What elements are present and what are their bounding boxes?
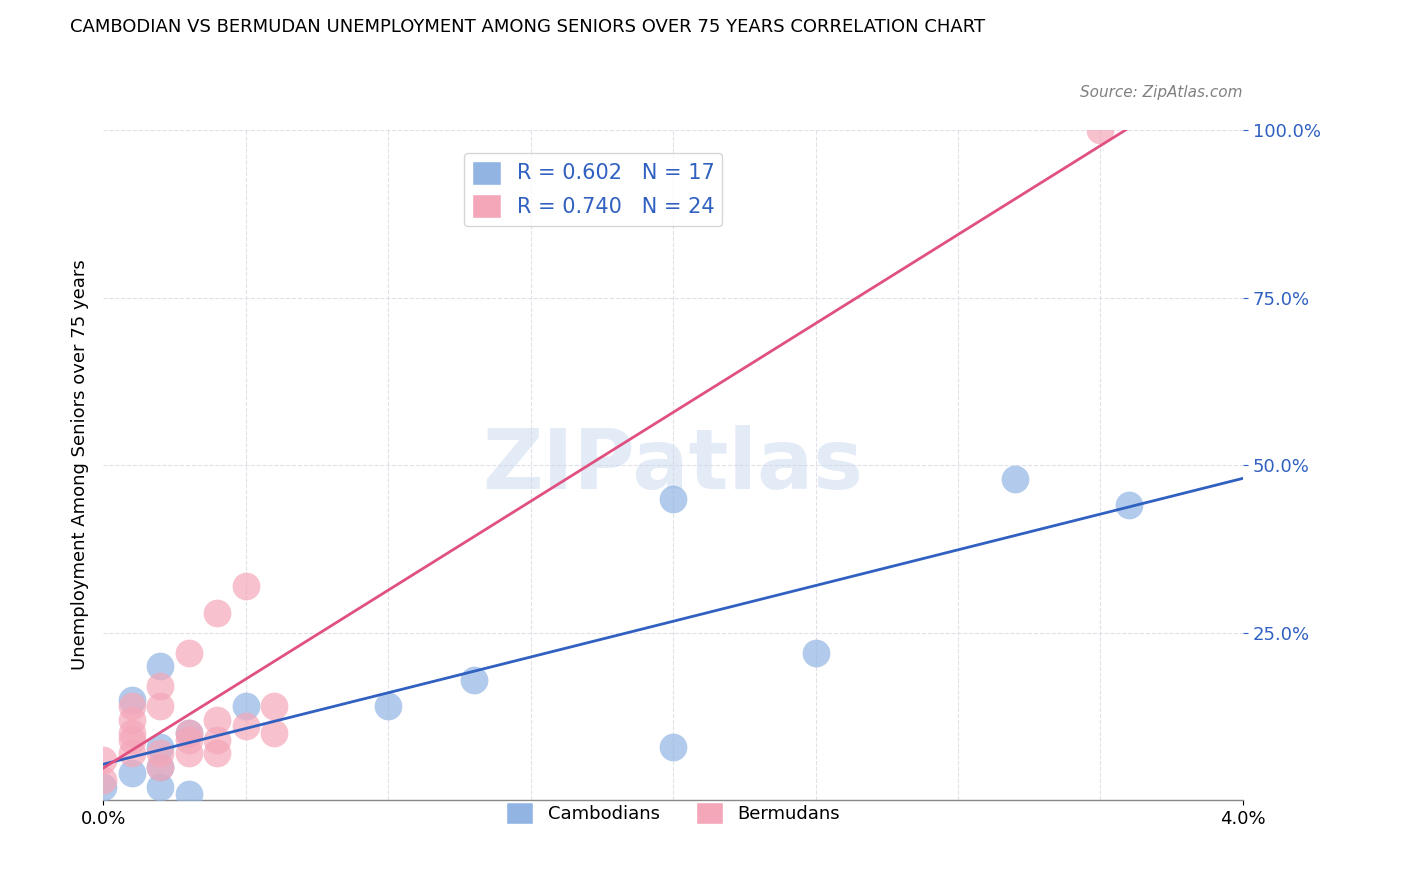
Point bbox=[1118, 499, 1140, 513]
Point bbox=[149, 760, 172, 774]
Point bbox=[121, 699, 143, 714]
Point bbox=[463, 673, 485, 687]
Point bbox=[177, 732, 200, 747]
Point bbox=[1090, 123, 1112, 137]
Point bbox=[121, 766, 143, 780]
Point bbox=[149, 659, 172, 673]
Point bbox=[121, 726, 143, 740]
Point bbox=[177, 787, 200, 801]
Point bbox=[205, 747, 228, 761]
Text: Source: ZipAtlas.com: Source: ZipAtlas.com bbox=[1080, 85, 1243, 100]
Point bbox=[235, 699, 257, 714]
Point bbox=[205, 732, 228, 747]
Point bbox=[149, 780, 172, 794]
Y-axis label: Unemployment Among Seniors over 75 years: Unemployment Among Seniors over 75 years bbox=[72, 260, 89, 671]
Text: ZIPatlas: ZIPatlas bbox=[482, 425, 863, 506]
Point bbox=[177, 747, 200, 761]
Point bbox=[377, 699, 399, 714]
Point bbox=[205, 606, 228, 620]
Point bbox=[121, 732, 143, 747]
Point bbox=[177, 726, 200, 740]
Point bbox=[662, 739, 685, 754]
Point bbox=[263, 699, 285, 714]
Text: CAMBODIAN VS BERMUDAN UNEMPLOYMENT AMONG SENIORS OVER 75 YEARS CORRELATION CHART: CAMBODIAN VS BERMUDAN UNEMPLOYMENT AMONG… bbox=[70, 18, 986, 36]
Point bbox=[121, 713, 143, 727]
Point bbox=[91, 753, 114, 767]
Point bbox=[177, 726, 200, 740]
Point bbox=[662, 491, 685, 506]
Point bbox=[149, 739, 172, 754]
Legend: Cambodians, Bermudans: Cambodians, Bermudans bbox=[499, 795, 848, 831]
Point bbox=[235, 719, 257, 733]
Point bbox=[121, 747, 143, 761]
Point bbox=[1004, 471, 1026, 485]
Point bbox=[235, 579, 257, 593]
Point bbox=[149, 747, 172, 761]
Point bbox=[91, 773, 114, 788]
Point bbox=[121, 692, 143, 706]
Point bbox=[177, 646, 200, 660]
Point bbox=[149, 679, 172, 693]
Point bbox=[149, 760, 172, 774]
Point bbox=[263, 726, 285, 740]
Point bbox=[91, 780, 114, 794]
Point bbox=[149, 699, 172, 714]
Point bbox=[804, 646, 827, 660]
Point bbox=[205, 713, 228, 727]
